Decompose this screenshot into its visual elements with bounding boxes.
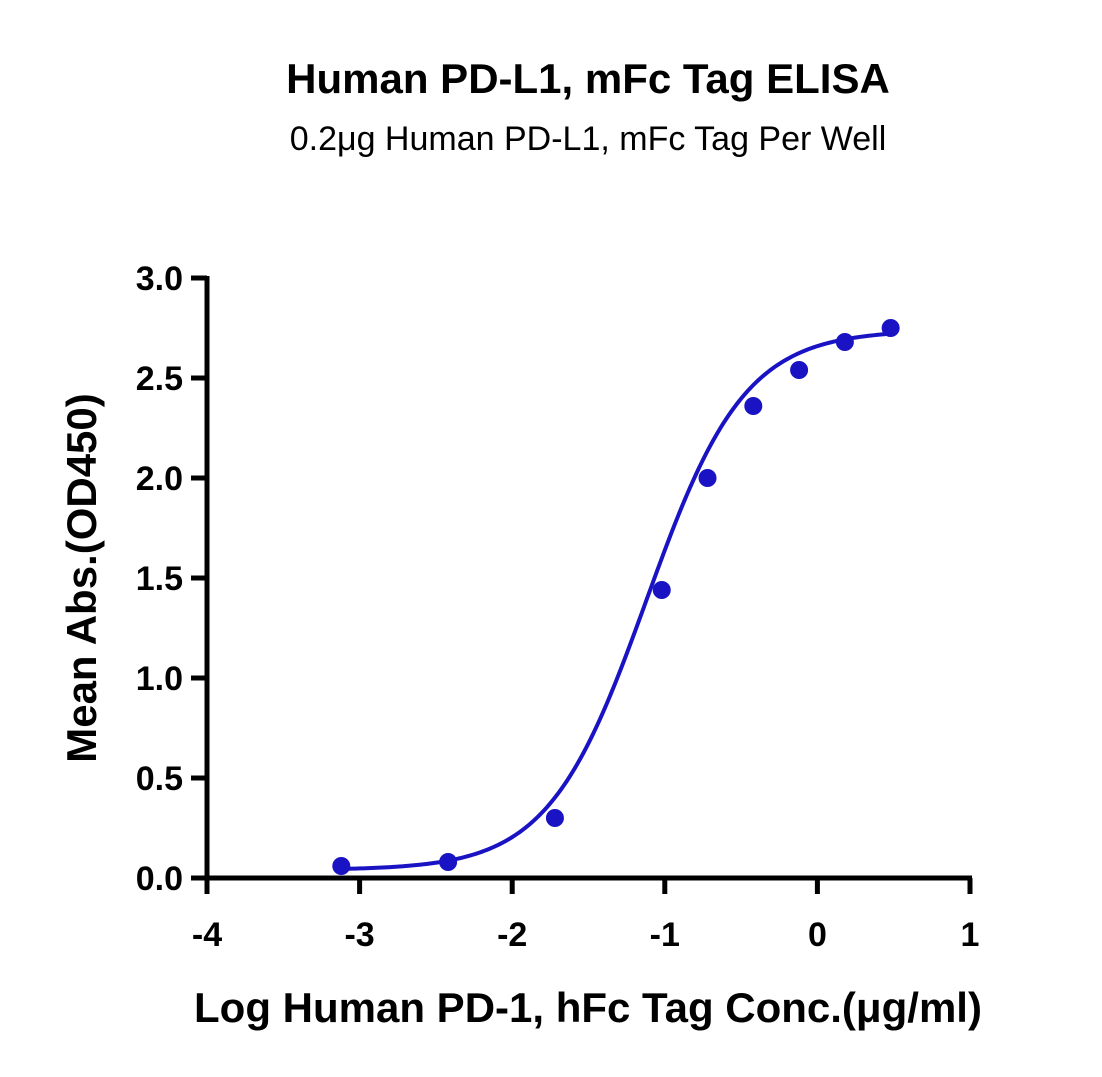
chart-title: Human PD-L1, mFc Tag ELISA xyxy=(286,55,890,102)
x-tick-label: 0 xyxy=(808,916,827,954)
y-axis-ticks: 0.0 0.5 1.0 1.5 2.0 2.5 3.0 xyxy=(136,260,207,898)
data-point xyxy=(790,361,809,379)
y-axis-label: Mean Abs.(OD450) xyxy=(58,393,105,763)
data-point xyxy=(439,853,458,871)
y-tick-label: 1.0 xyxy=(136,660,183,698)
data-points-layer xyxy=(332,319,900,875)
x-tick-label: -4 xyxy=(192,916,222,954)
x-axis-label: Log Human PD-1, hFc Tag Conc.(μg/ml) xyxy=(194,984,982,1031)
y-tick-label: 1.5 xyxy=(136,560,183,598)
x-axis-ticks: -4 -3 -2 -1 0 1 xyxy=(192,878,980,954)
y-tick-label: 3.0 xyxy=(136,260,183,298)
x-tick-label: -3 xyxy=(344,916,374,954)
chart-subtitle: 0.2μg Human PD-L1, mFc Tag Per Well xyxy=(290,120,887,158)
x-tick-label: -1 xyxy=(650,916,680,954)
y-tick-label: 0.5 xyxy=(136,760,183,798)
data-point xyxy=(545,809,564,827)
y-tick-label: 0.0 xyxy=(136,860,183,898)
data-point xyxy=(835,333,854,351)
data-point xyxy=(652,581,671,599)
fit-curve xyxy=(339,331,893,871)
axes xyxy=(204,276,972,881)
data-point xyxy=(332,857,351,875)
data-point xyxy=(744,397,763,415)
y-tick-label: 2.5 xyxy=(136,360,183,398)
y-tick-label: 2.0 xyxy=(136,460,183,498)
data-point xyxy=(698,469,717,487)
x-tick-label: -2 xyxy=(497,916,527,954)
x-tick-label: 1 xyxy=(961,916,980,954)
data-point xyxy=(881,319,900,337)
fit-curve-layer xyxy=(339,331,893,871)
